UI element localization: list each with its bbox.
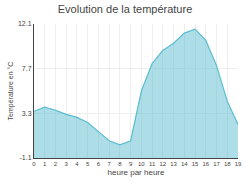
svg-text:7.7: 7.7 [22,65,32,72]
svg-text:13: 13 [170,161,177,167]
svg-text:12: 12 [159,161,166,167]
svg-text:18: 18 [224,161,231,167]
svg-text:5: 5 [86,161,90,167]
svg-text:4: 4 [75,161,79,167]
svg-text:1: 1 [43,161,47,167]
svg-text:2: 2 [54,161,58,167]
svg-text:Température en °C: Température en °C [7,62,15,121]
svg-text:3: 3 [65,161,69,167]
svg-text:0: 0 [32,161,36,167]
svg-text:heure par heure: heure par heure [108,168,165,177]
svg-text:10: 10 [138,161,145,167]
svg-text:9: 9 [129,161,133,167]
svg-text:17: 17 [213,161,220,167]
svg-text:7: 7 [107,161,111,167]
svg-text:6: 6 [97,161,101,167]
svg-text:15: 15 [192,161,199,167]
svg-text:16: 16 [202,161,209,167]
svg-text:19: 19 [235,161,242,167]
svg-text:14: 14 [181,161,188,167]
svg-text:Evolution de la température: Evolution de la température [58,3,193,15]
svg-text:12.1: 12.1 [18,20,32,27]
svg-text:11: 11 [149,161,156,167]
svg-text:8: 8 [118,161,122,167]
svg-text:3.3: 3.3 [22,110,32,117]
svg-text:-1.1: -1.1 [20,154,32,161]
